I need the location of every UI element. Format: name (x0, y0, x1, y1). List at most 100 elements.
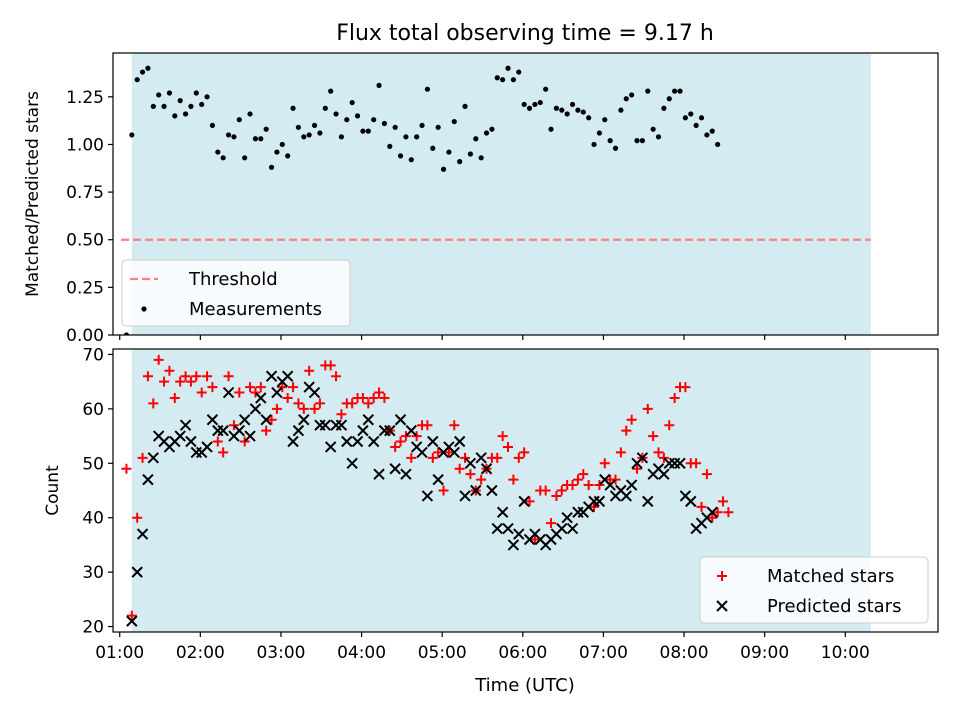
data-point (620, 490, 632, 502)
data-point (247, 111, 253, 117)
data-point (319, 419, 332, 431)
data-point (287, 435, 299, 448)
data-point (245, 382, 256, 393)
data-point (238, 414, 251, 426)
data-point (126, 615, 138, 627)
data-point (357, 392, 368, 403)
data-point (292, 424, 305, 437)
data-point (260, 414, 272, 426)
data-point (225, 132, 232, 138)
data-point (486, 484, 498, 497)
data-point (451, 118, 457, 125)
data-point (524, 496, 535, 507)
data-point (405, 424, 417, 437)
data-point (446, 149, 452, 155)
data-point (331, 371, 342, 382)
top-panel: 0.00 0.25 0.50 0.75 1.00 1.25 Matched/Predicte… (23, 52, 939, 346)
data-point (642, 403, 653, 414)
data-point (293, 398, 304, 409)
data-point (268, 164, 275, 170)
data-point (179, 419, 192, 431)
data-point (322, 105, 328, 111)
data-point (400, 468, 412, 480)
data-point (476, 474, 487, 485)
data-point (632, 463, 643, 474)
data-point (621, 425, 632, 436)
data-point (416, 446, 428, 459)
y-tick-label: 0.75 (66, 183, 104, 203)
data-point (464, 457, 477, 469)
data-point (338, 134, 345, 140)
data-point (427, 452, 438, 463)
data-point (381, 120, 388, 127)
data-point (298, 414, 310, 426)
data-point (680, 382, 691, 393)
data-point (556, 522, 568, 535)
data-point (335, 419, 348, 431)
data-point (228, 420, 239, 431)
data-point (145, 65, 151, 71)
data-point (180, 371, 191, 382)
y-tick-label: 0.50 (66, 231, 104, 251)
data-point (169, 392, 180, 403)
data-point (443, 447, 454, 458)
data-point (612, 145, 619, 151)
data-point (421, 490, 434, 502)
data-point (346, 457, 358, 469)
data-point (494, 75, 500, 81)
data-point (159, 376, 170, 387)
data-point (185, 435, 197, 448)
data-point (529, 534, 540, 545)
data-point (349, 99, 355, 106)
data-point (583, 480, 594, 491)
data-point (457, 159, 463, 165)
data-point (661, 105, 667, 111)
data-point (271, 386, 283, 399)
data-point (626, 414, 637, 425)
x-tick-label: 03:00 (256, 643, 305, 663)
data-point (674, 457, 686, 469)
data-point (282, 392, 293, 403)
data-point (685, 495, 697, 508)
data-point (234, 387, 245, 398)
data-point (147, 452, 160, 464)
data-point (217, 424, 229, 437)
data-point (669, 392, 680, 403)
data-point (502, 522, 514, 535)
x-tick-label: 05:00 (418, 643, 467, 663)
data-point (666, 96, 672, 102)
data-point (453, 435, 466, 448)
y-tick-label: 70 (82, 345, 104, 365)
data-point (677, 88, 683, 94)
data-point (258, 136, 264, 142)
data-point (373, 468, 385, 480)
data-point (281, 370, 294, 382)
data-point (223, 371, 234, 382)
data-point (148, 398, 159, 409)
data-point (174, 430, 186, 442)
data-point (277, 382, 288, 393)
data-point (365, 128, 371, 134)
data-point (578, 469, 589, 480)
data-point (325, 360, 336, 371)
data-point (427, 435, 439, 448)
data-point (333, 111, 339, 117)
data-point (553, 105, 560, 111)
data-point (403, 134, 409, 140)
data-point (642, 495, 654, 508)
legend-label: Threshold (188, 269, 278, 290)
data-point (556, 485, 567, 496)
data-point (491, 522, 503, 535)
data-point (526, 105, 533, 111)
data-point (134, 77, 140, 83)
legend-measurements-handle (141, 306, 147, 312)
data-point (397, 153, 404, 159)
data-point (648, 431, 659, 442)
data-point (448, 446, 460, 459)
data-point (218, 447, 229, 458)
data-point (521, 101, 527, 108)
y-tick-label: 40 (82, 509, 104, 529)
bottom-x-axis-label: Time (UTC) (474, 675, 575, 696)
data-point (591, 141, 597, 148)
